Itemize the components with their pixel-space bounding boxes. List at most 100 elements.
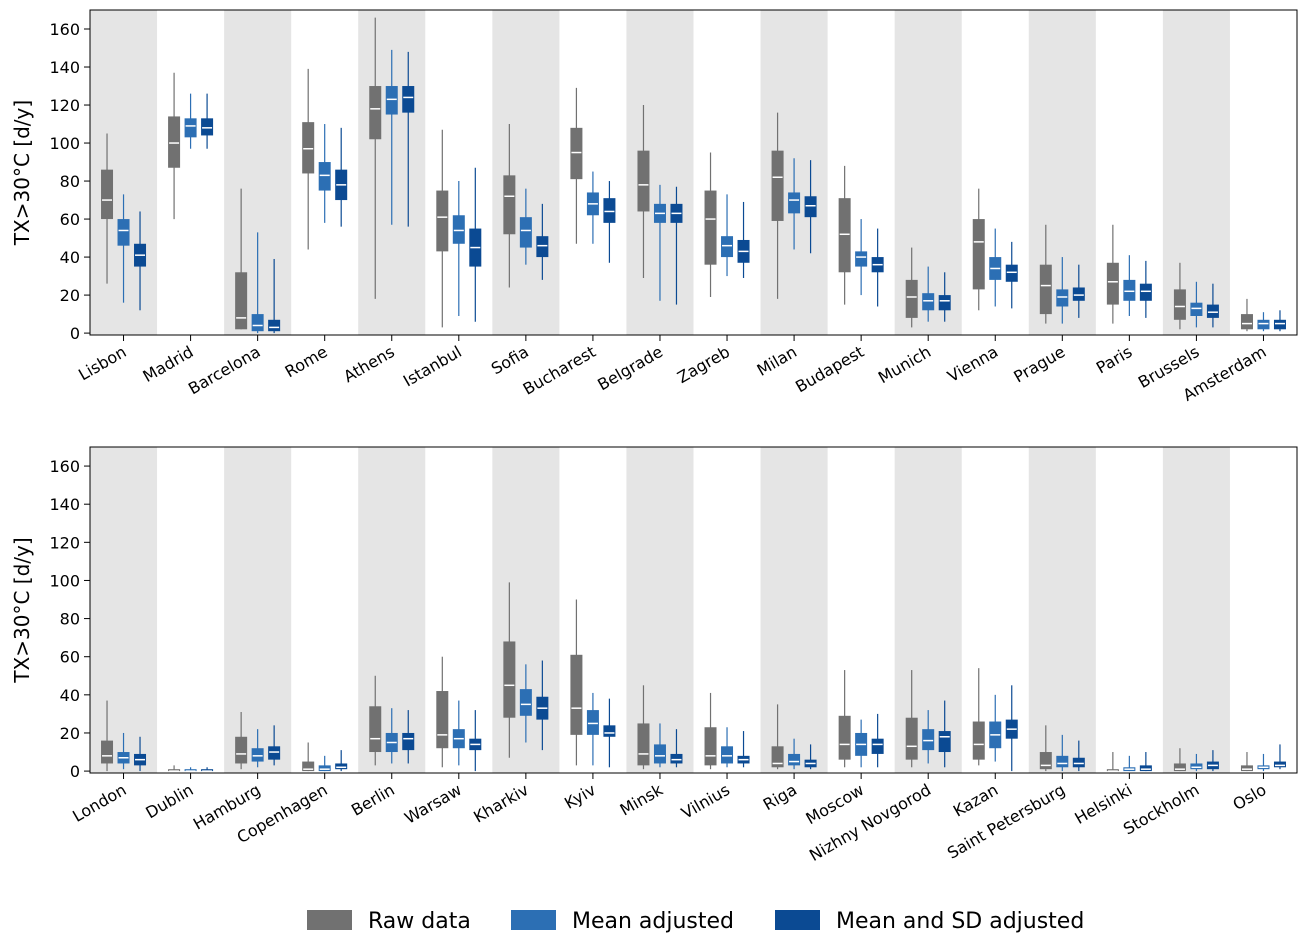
box [1039, 264, 1052, 315]
x-tick-label: Zagreb [674, 342, 733, 387]
x-tick-label: Nizhny Novgorod [806, 780, 934, 865]
box [1273, 319, 1286, 330]
box [402, 732, 415, 751]
box [101, 740, 114, 764]
x-tick-label: Budapest [792, 342, 867, 396]
box [1072, 287, 1085, 301]
legend-swatch [511, 910, 556, 930]
x-tick-label: Munich [875, 342, 934, 387]
y-tick-label: 120 [49, 533, 80, 552]
legend-label: Mean adjusted [572, 909, 734, 934]
box [871, 738, 884, 754]
box [570, 654, 583, 735]
box [721, 236, 734, 258]
box [1206, 304, 1219, 318]
box [1273, 761, 1286, 768]
y-tick-label: 80 [60, 610, 80, 629]
x-tick-label: Belgrade [594, 342, 666, 394]
box [1039, 752, 1052, 770]
box [570, 127, 583, 180]
box [922, 729, 935, 751]
box [586, 710, 599, 735]
y-tick-label: 20 [60, 286, 80, 305]
box [251, 748, 264, 762]
box [268, 319, 281, 332]
box [637, 150, 650, 212]
y-tick-label: 160 [49, 20, 80, 39]
y-tick-label: 0 [70, 762, 80, 781]
band-shading [1162, 447, 1230, 773]
box [1056, 289, 1069, 307]
box [972, 721, 985, 760]
box [1072, 757, 1085, 768]
box [1240, 314, 1253, 330]
plot: 0 20 40 60 80 100 120 140 160 TX>30°C [d/y] London… [10, 446, 1298, 865]
box [1056, 755, 1069, 768]
y-tick-label: 0 [70, 324, 80, 343]
box [302, 122, 315, 174]
box [519, 689, 532, 716]
box [318, 765, 331, 772]
y-axis-label: TX>30°C [d/y] [10, 537, 34, 683]
x-tick-label: Dublin [142, 780, 196, 822]
box [184, 769, 197, 772]
x-tick-label: Minsk [617, 780, 667, 820]
box [637, 723, 650, 766]
legend-label: Raw data [368, 909, 471, 934]
box [168, 116, 181, 168]
x-tick-label: Stockholm [1120, 780, 1202, 839]
box [704, 190, 717, 265]
x-tick-label: Istanbul [400, 342, 465, 390]
box [335, 763, 348, 770]
band-shading [1162, 10, 1230, 335]
box [1190, 763, 1203, 770]
box [503, 641, 516, 718]
legend-swatch [307, 910, 352, 930]
band-shading [224, 447, 292, 773]
box [855, 251, 868, 267]
y-tick-label: 160 [49, 457, 80, 476]
band-shading [90, 447, 158, 773]
x-tick-label: Athens [340, 342, 397, 386]
box [519, 217, 532, 248]
x-tick-label: Kyiv [561, 780, 599, 813]
box [1240, 765, 1253, 772]
box [771, 746, 784, 768]
x-tick-label: Prague [1010, 342, 1068, 386]
box [201, 769, 214, 772]
x-tick-label: Sofia [488, 342, 532, 378]
box [788, 192, 801, 214]
box [972, 219, 985, 290]
y-tick-label: 60 [60, 648, 80, 667]
box [938, 295, 951, 311]
box [503, 175, 516, 235]
box [452, 215, 465, 244]
box [788, 753, 801, 766]
y-tick-label: 140 [49, 495, 80, 514]
box [1257, 319, 1270, 330]
x-tick-label: Kazan [950, 780, 1001, 821]
box [653, 744, 666, 764]
box [1106, 262, 1119, 305]
y-tick-label: 60 [60, 210, 80, 229]
x-tick-label: Paris [1093, 342, 1135, 378]
x-tick-label: Barcelona [185, 342, 264, 398]
box [771, 150, 784, 221]
band-shading [760, 447, 828, 773]
legend-swatch [775, 910, 820, 930]
x-tick-label: Rome [282, 342, 331, 381]
x-tick-label: Vilnius [678, 780, 733, 823]
x-tick-label: Kharkiv [470, 780, 532, 827]
band-shading [492, 10, 560, 335]
box [536, 236, 549, 258]
x-tick-label: Lisbon [75, 342, 129, 384]
y-tick-label: 100 [49, 571, 80, 590]
box [385, 86, 398, 115]
y-tick-label: 80 [60, 172, 80, 191]
box [168, 769, 181, 772]
box [1139, 283, 1152, 301]
box [721, 746, 734, 764]
box [1106, 769, 1119, 772]
box [603, 725, 616, 737]
